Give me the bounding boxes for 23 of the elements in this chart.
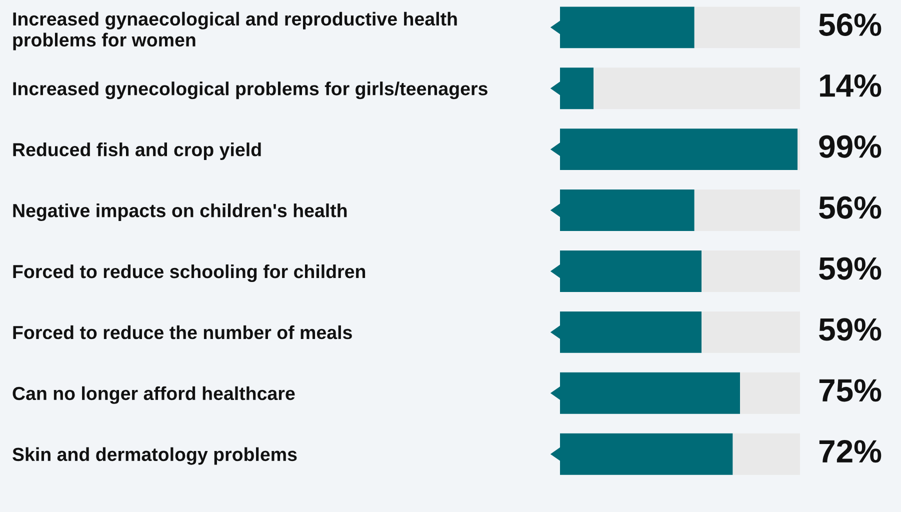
y-tick-label: Reduced fish and crop yield	[13, 142, 261, 160]
data-label: 59%	[819, 318, 882, 341]
bar	[732, 433, 800, 475]
y-tick-label: Skin and dermatology problems	[12, 447, 297, 465]
bar	[702, 250, 800, 292]
data-label: 56%	[819, 196, 882, 219]
data-label: 56%	[819, 13, 882, 36]
data-label: 59%	[819, 257, 882, 280]
data-label: 75%	[819, 379, 882, 402]
y-tick-label: Increased gynaecological and reproductive health problems for women	[13, 12, 457, 50]
y-tick-label: Can no longer afford healthcare	[12, 386, 295, 404]
data-label: 99%	[819, 135, 882, 158]
y-tick-label: Negative impacts on children's health	[13, 203, 347, 222]
data-label: 14%	[820, 74, 882, 97]
y-tick-label: Forced to reduce the number of meals	[13, 325, 352, 340]
y-tick-label: Forced to reduce schooling for children	[13, 264, 366, 282]
data-label: 72%	[819, 440, 882, 463]
y-tick-label: Increased gynecological problems for girls/teenagers	[13, 82, 488, 100]
bar	[702, 311, 800, 353]
bar	[594, 68, 800, 110]
bar	[694, 190, 800, 232]
bar	[740, 372, 800, 414]
bar	[694, 6, 800, 48]
